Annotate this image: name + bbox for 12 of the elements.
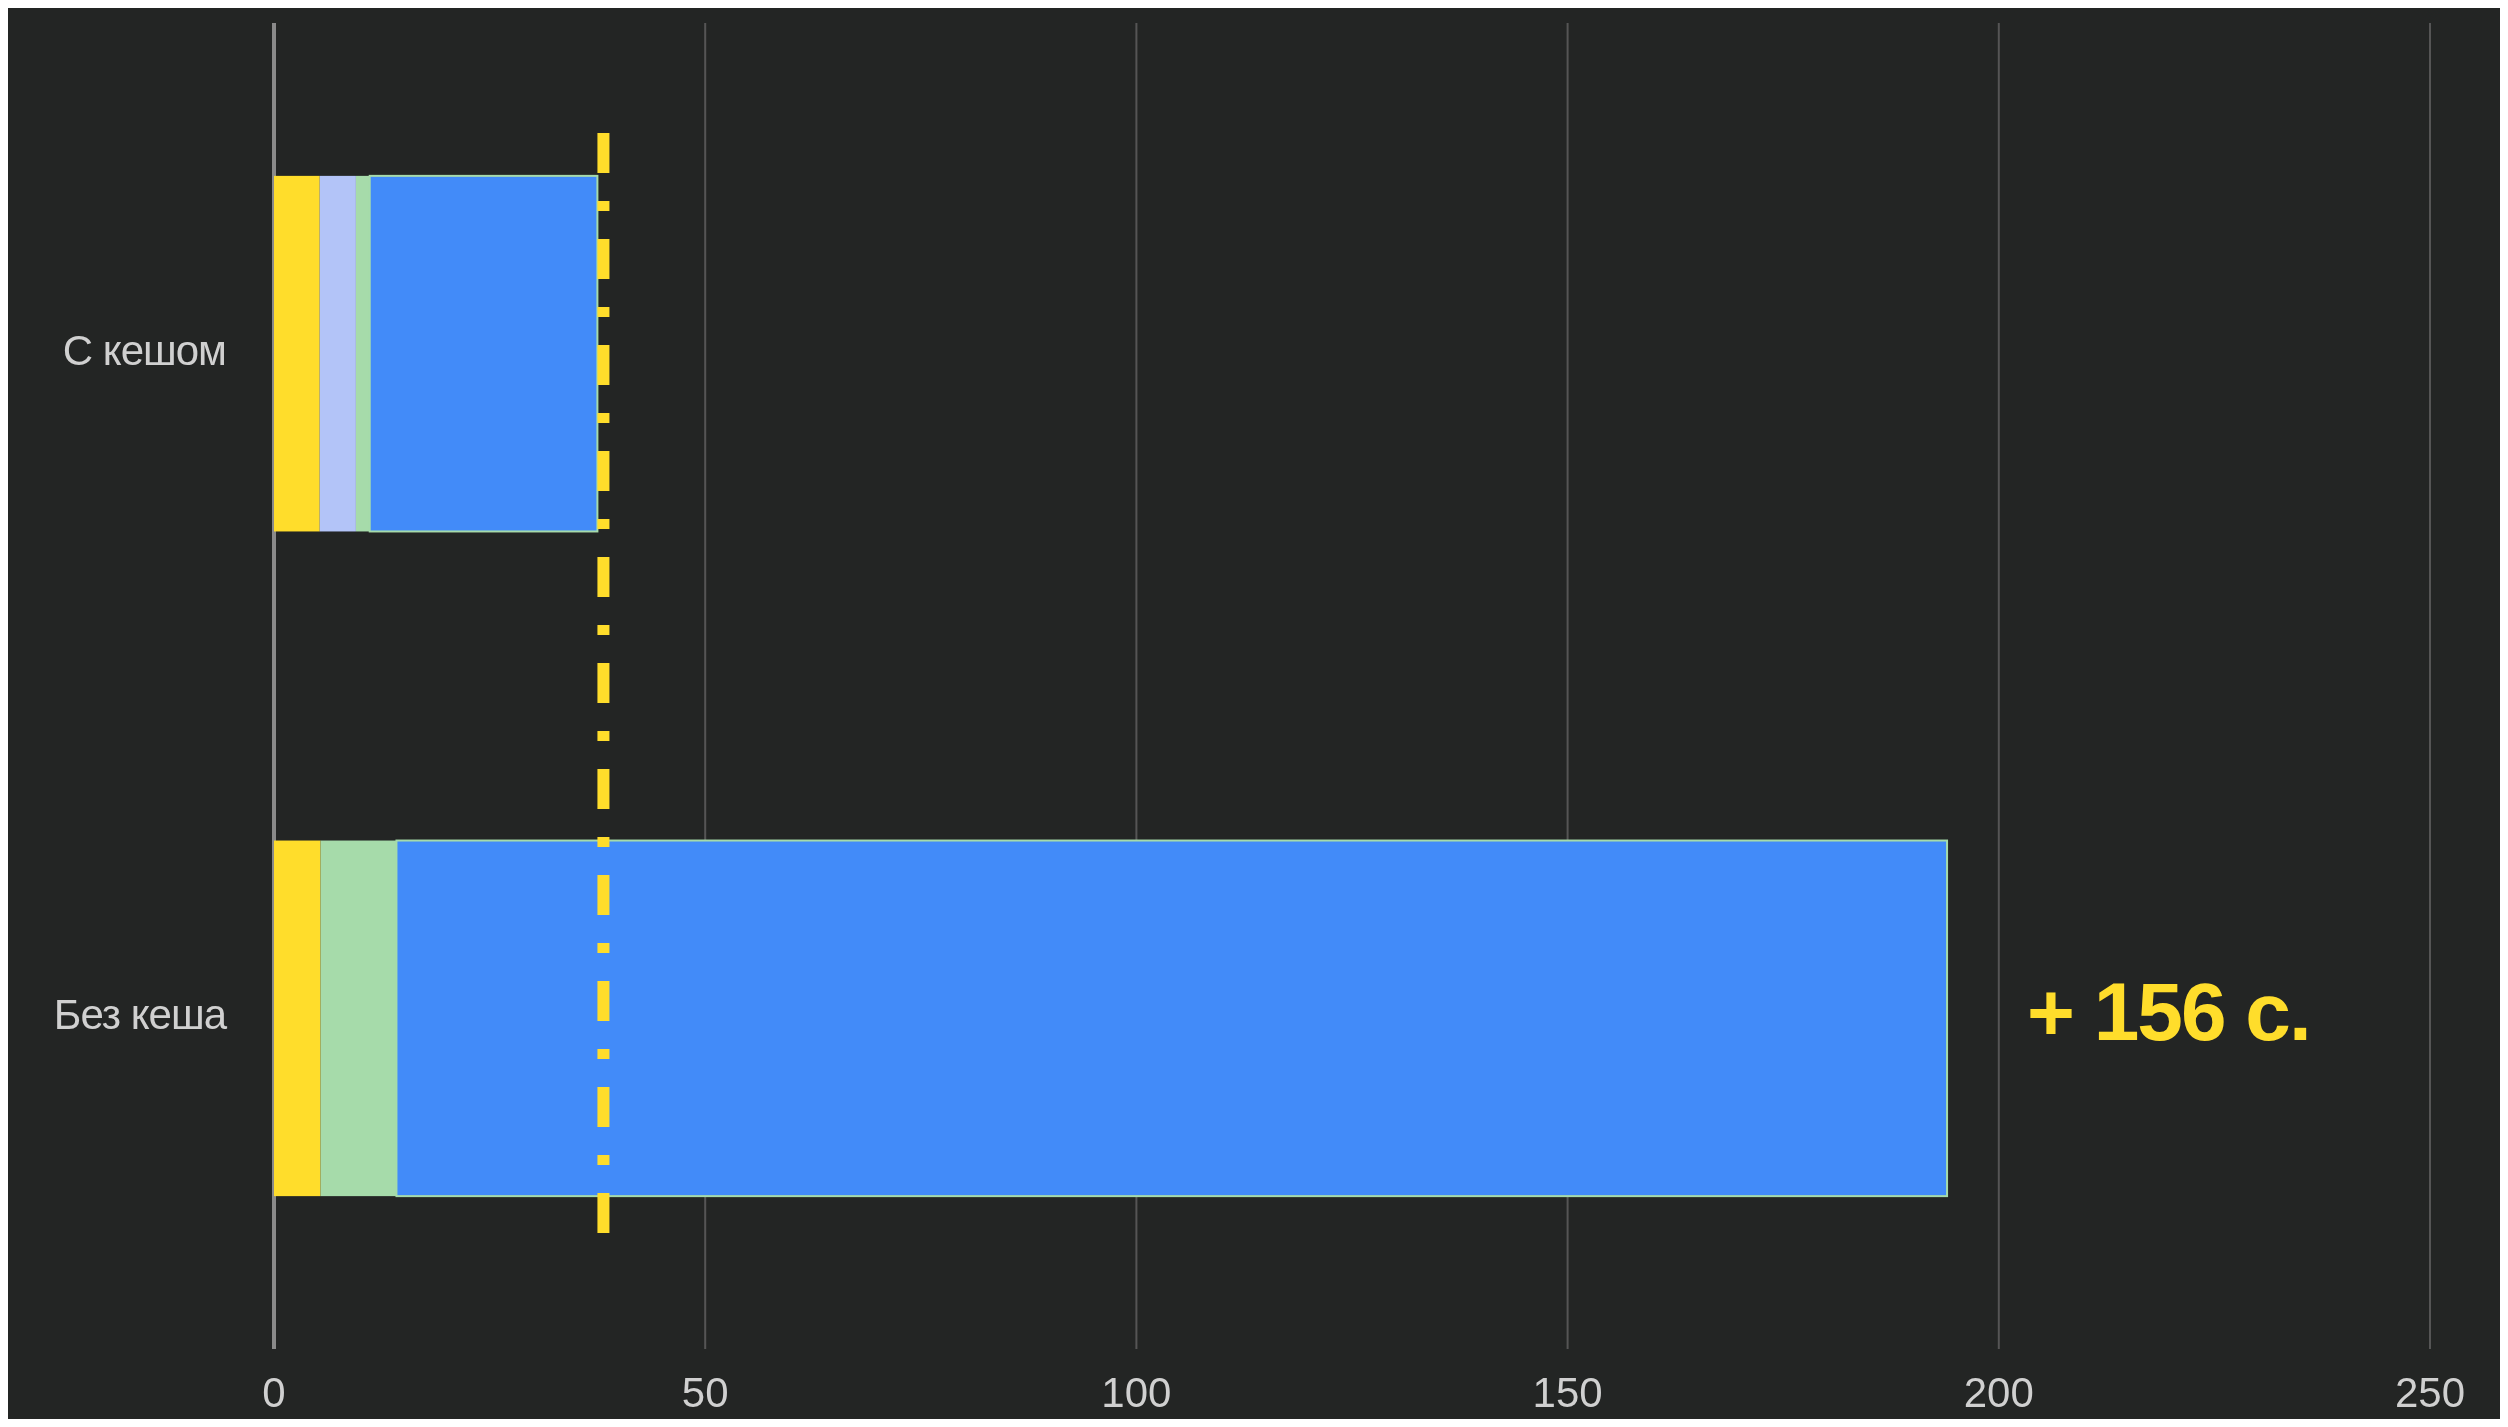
annotation: + 156 с. (2027, 965, 2310, 1057)
x-tick-label: 50 (681, 1369, 729, 1416)
x-tick-label: 100 (1101, 1369, 1172, 1416)
x-tick-label: 0 (262, 1369, 286, 1416)
x-tick-label: 150 (1532, 1369, 1603, 1416)
bar (274, 840, 321, 1197)
y-tick-label: Без кеша (53, 991, 228, 1039)
y-tick-label: С кешом (62, 326, 226, 374)
bar (319, 175, 356, 532)
x-tick-label: 200 (1963, 1369, 2034, 1416)
x-tick-label: 250 (2394, 1369, 2466, 1416)
bar (274, 175, 320, 532)
